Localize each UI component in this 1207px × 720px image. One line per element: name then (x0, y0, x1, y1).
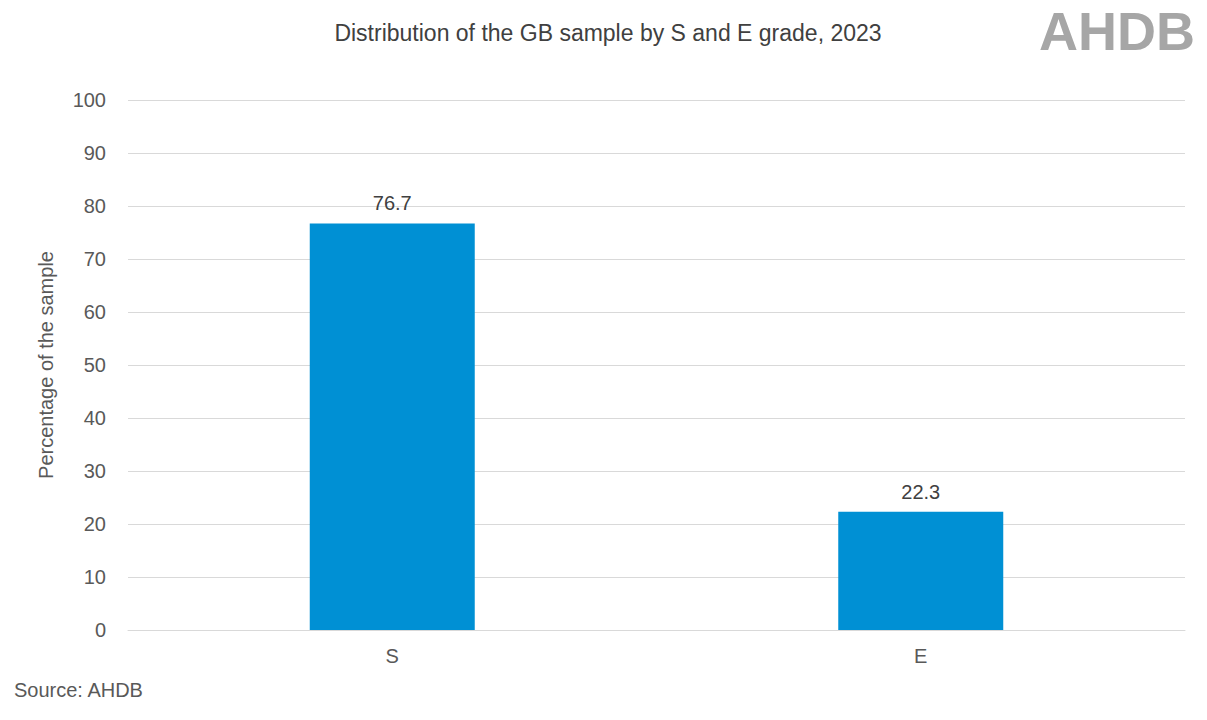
svg-text:90: 90 (84, 142, 106, 164)
svg-text:10: 10 (84, 566, 106, 588)
svg-text:S: S (386, 645, 399, 667)
svg-text:30: 30 (84, 460, 106, 482)
svg-text:Source: AHDB: Source: AHDB (14, 679, 143, 701)
svg-text:E: E (914, 645, 927, 667)
svg-text:50: 50 (84, 354, 106, 376)
svg-text:100: 100 (73, 89, 106, 111)
svg-text:60: 60 (84, 301, 106, 323)
svg-text:22.3: 22.3 (901, 481, 940, 503)
svg-text:40: 40 (84, 407, 106, 429)
svg-text:0: 0 (95, 619, 106, 641)
svg-text:Percentage of the sample: Percentage of the sample (35, 251, 57, 479)
svg-text:20: 20 (84, 513, 106, 535)
svg-text:Distribution of the GB sample: Distribution of the GB sample by S and E… (334, 20, 881, 46)
svg-text:70: 70 (84, 248, 106, 270)
svg-text:76.7: 76.7 (373, 192, 412, 214)
svg-text:80: 80 (84, 195, 106, 217)
svg-text:AHDB: AHDB (1039, 1, 1195, 61)
